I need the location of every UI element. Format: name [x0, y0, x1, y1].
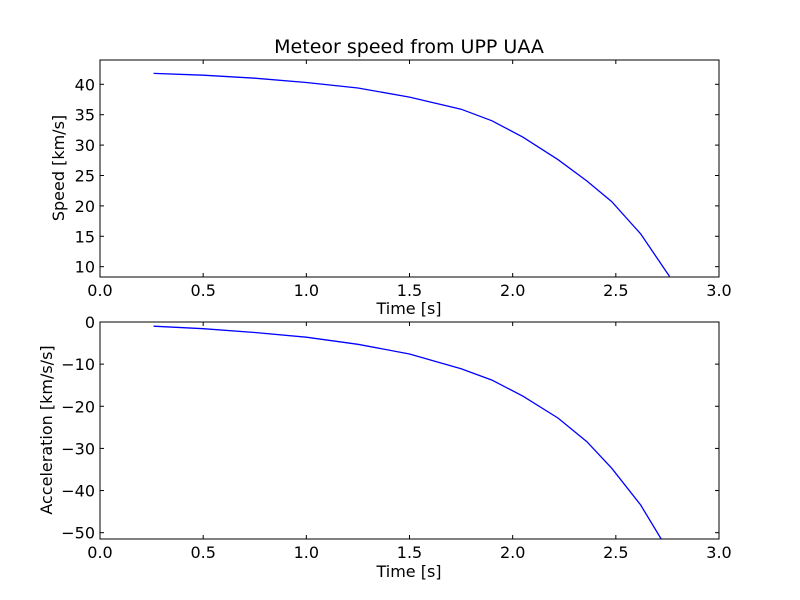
speed-x-tick-label: 0.5 — [190, 281, 215, 300]
speed-y-tick-label: 10 — [75, 258, 95, 277]
speed-y-tick-label: 25 — [75, 166, 95, 185]
speed-x-tick-label: 0.0 — [87, 281, 112, 300]
acceleration-y-tick-label: −50 — [61, 524, 95, 543]
acceleration-x-tick-label: 2.0 — [500, 543, 525, 562]
acceleration-x-tick-label: 2.5 — [603, 543, 628, 562]
speed-y-tick-label: 40 — [75, 75, 95, 94]
acceleration-x-tick-label: 1.0 — [294, 543, 319, 562]
speed-subplot: Meteor speed from UPP UAA 0.0 0.5 1.0 1.5 2.… — [49, 36, 732, 318]
acceleration-x-axis-label: Time [s] — [375, 562, 441, 581]
acceleration-y-tick-label: −20 — [61, 397, 95, 416]
acceleration-y-axis-label: Acceleration [km/s/s] — [37, 345, 56, 514]
acceleration-subplot: 0.0 0.5 1.0 1.5 2.0 2.5 3.0 0 −10 −20 −30 −40 −50 Ti… — [37, 313, 732, 581]
speed-y-axis-label: Speed [km/s] — [49, 115, 68, 221]
speed-y-tick-label: 35 — [75, 106, 95, 125]
speed-x-tick-label: 2.5 — [603, 281, 628, 300]
acceleration-x-tick-label: 1.5 — [397, 543, 422, 562]
acceleration-y-tick-label: 0 — [85, 313, 95, 332]
acceleration-plot-area: 0.0 0.5 1.0 1.5 2.0 2.5 3.0 0 −10 −20 −30 −40 −50 — [61, 313, 731, 562]
speed-x-tick-label: 3.0 — [706, 281, 731, 300]
speed-ticks: 0.0 0.5 1.0 1.5 2.0 2.5 3.0 10 15 20 25 30 35 40 — [75, 60, 732, 300]
speed-x-axis-label: Time [s] — [375, 299, 441, 318]
acceleration-y-tick-label: −30 — [61, 439, 95, 458]
speed-y-tick-label: 30 — [75, 136, 95, 155]
speed-y-tick-label: 15 — [75, 227, 95, 246]
speed-x-tick-label: 1.5 — [397, 281, 422, 300]
acceleration-series-line — [153, 325, 662, 540]
acceleration-x-tick-label: 0.0 — [87, 543, 112, 562]
speed-x-tick-label: 1.0 — [294, 281, 319, 300]
speed-x-tick-label: 2.0 — [500, 281, 525, 300]
acceleration-y-tick-label: −40 — [61, 482, 95, 501]
acceleration-ticks: 0.0 0.5 1.0 1.5 2.0 2.5 3.0 0 −10 −20 −30 −40 −50 — [61, 313, 731, 562]
acceleration-x-tick-label: 0.5 — [190, 543, 215, 562]
speed-plot-area: 0.0 0.5 1.0 1.5 2.0 2.5 3.0 10 15 20 25 30 35 40 — [75, 59, 732, 300]
chart-title: Meteor speed from UPP UAA — [274, 36, 544, 58]
speed-y-tick-label: 20 — [75, 197, 95, 216]
speed-series-line — [153, 72, 671, 277]
acceleration-y-tick-label: −10 — [61, 355, 95, 374]
acceleration-x-tick-label: 3.0 — [706, 543, 731, 562]
